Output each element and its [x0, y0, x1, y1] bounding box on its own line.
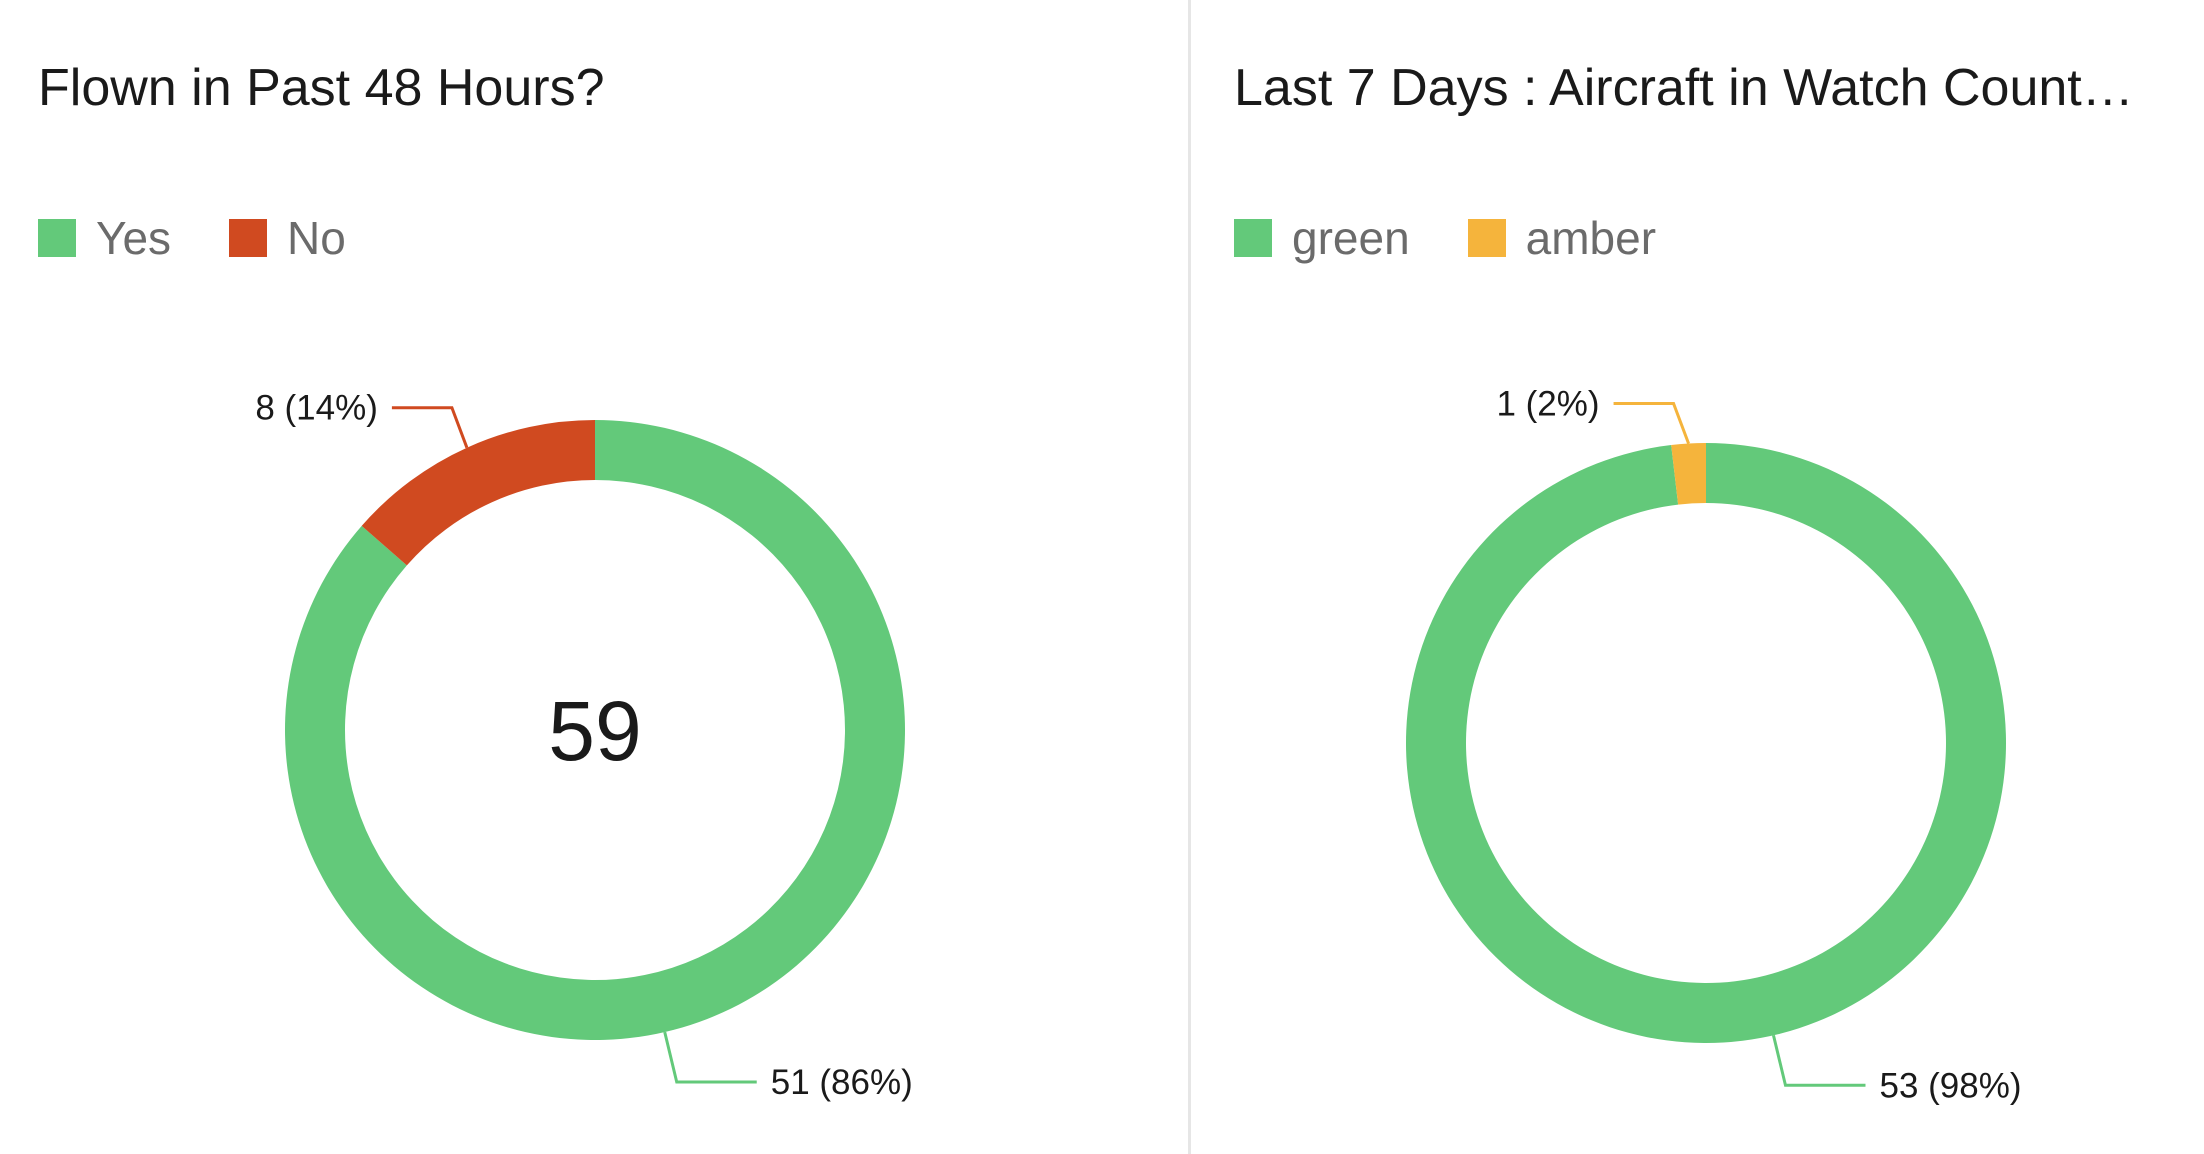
chart-title: Flown in Past 48 Hours? — [38, 59, 605, 117]
data-label-no: 8 (14%) — [255, 389, 378, 428]
legend-label-amber: amber — [1525, 212, 1657, 264]
donut-slice-amber[interactable] — [1671, 443, 1706, 505]
data-label-amber: 1 (2%) — [1496, 385, 1599, 424]
donut-center-total: 59 — [548, 684, 641, 778]
chart-legend: Yes No — [38, 210, 404, 266]
chart-title: Last 7 Days : Aircraft in Watch Count… — [1234, 59, 2134, 117]
legend-swatch-green — [1234, 219, 1272, 257]
chart-panel-flown: Flown in Past 48 Hours? Yes No 51 (86%) 8… — [38, 59, 913, 1102]
leader-line-green — [1772, 1034, 1866, 1087]
donut-chart-flown: 51 (86%) 8 (14%) 59 — [255, 389, 913, 1102]
donut-chart-watch: 53 (98%) 1 (2%) — [1406, 385, 2022, 1105]
legend-label-yes: Yes — [96, 212, 172, 264]
legend-swatch-amber — [1467, 219, 1506, 257]
leader-line-amber — [1613, 402, 1690, 445]
data-label-green: 53 (98%) — [1879, 1066, 2021, 1105]
panel-divider — [1188, 0, 1191, 1154]
leader-line-no — [391, 406, 469, 449]
legend-label-green: green — [1292, 212, 1410, 264]
legend-item-no[interactable]: No — [229, 211, 346, 265]
leader-line-yes — [663, 1031, 757, 1084]
legend-swatch-no — [229, 219, 268, 257]
data-label-yes: 51 (86%) — [771, 1063, 913, 1102]
chart-panel-watch: Last 7 Days : Aircraft in Watch Count… g… — [1196, 0, 2204, 1154]
legend-swatch-yes — [38, 219, 76, 257]
legend-item-yes[interactable]: Yes — [38, 211, 171, 265]
donut-slice-no[interactable] — [361, 420, 595, 566]
legend-item-green[interactable]: green — [1234, 211, 1410, 265]
donut-slice-green[interactable] — [1406, 443, 2006, 1043]
chart-legend: green amber — [1234, 210, 1714, 266]
legend-label-no: No — [287, 212, 346, 264]
legend-item-amber[interactable]: amber — [1467, 211, 1657, 265]
